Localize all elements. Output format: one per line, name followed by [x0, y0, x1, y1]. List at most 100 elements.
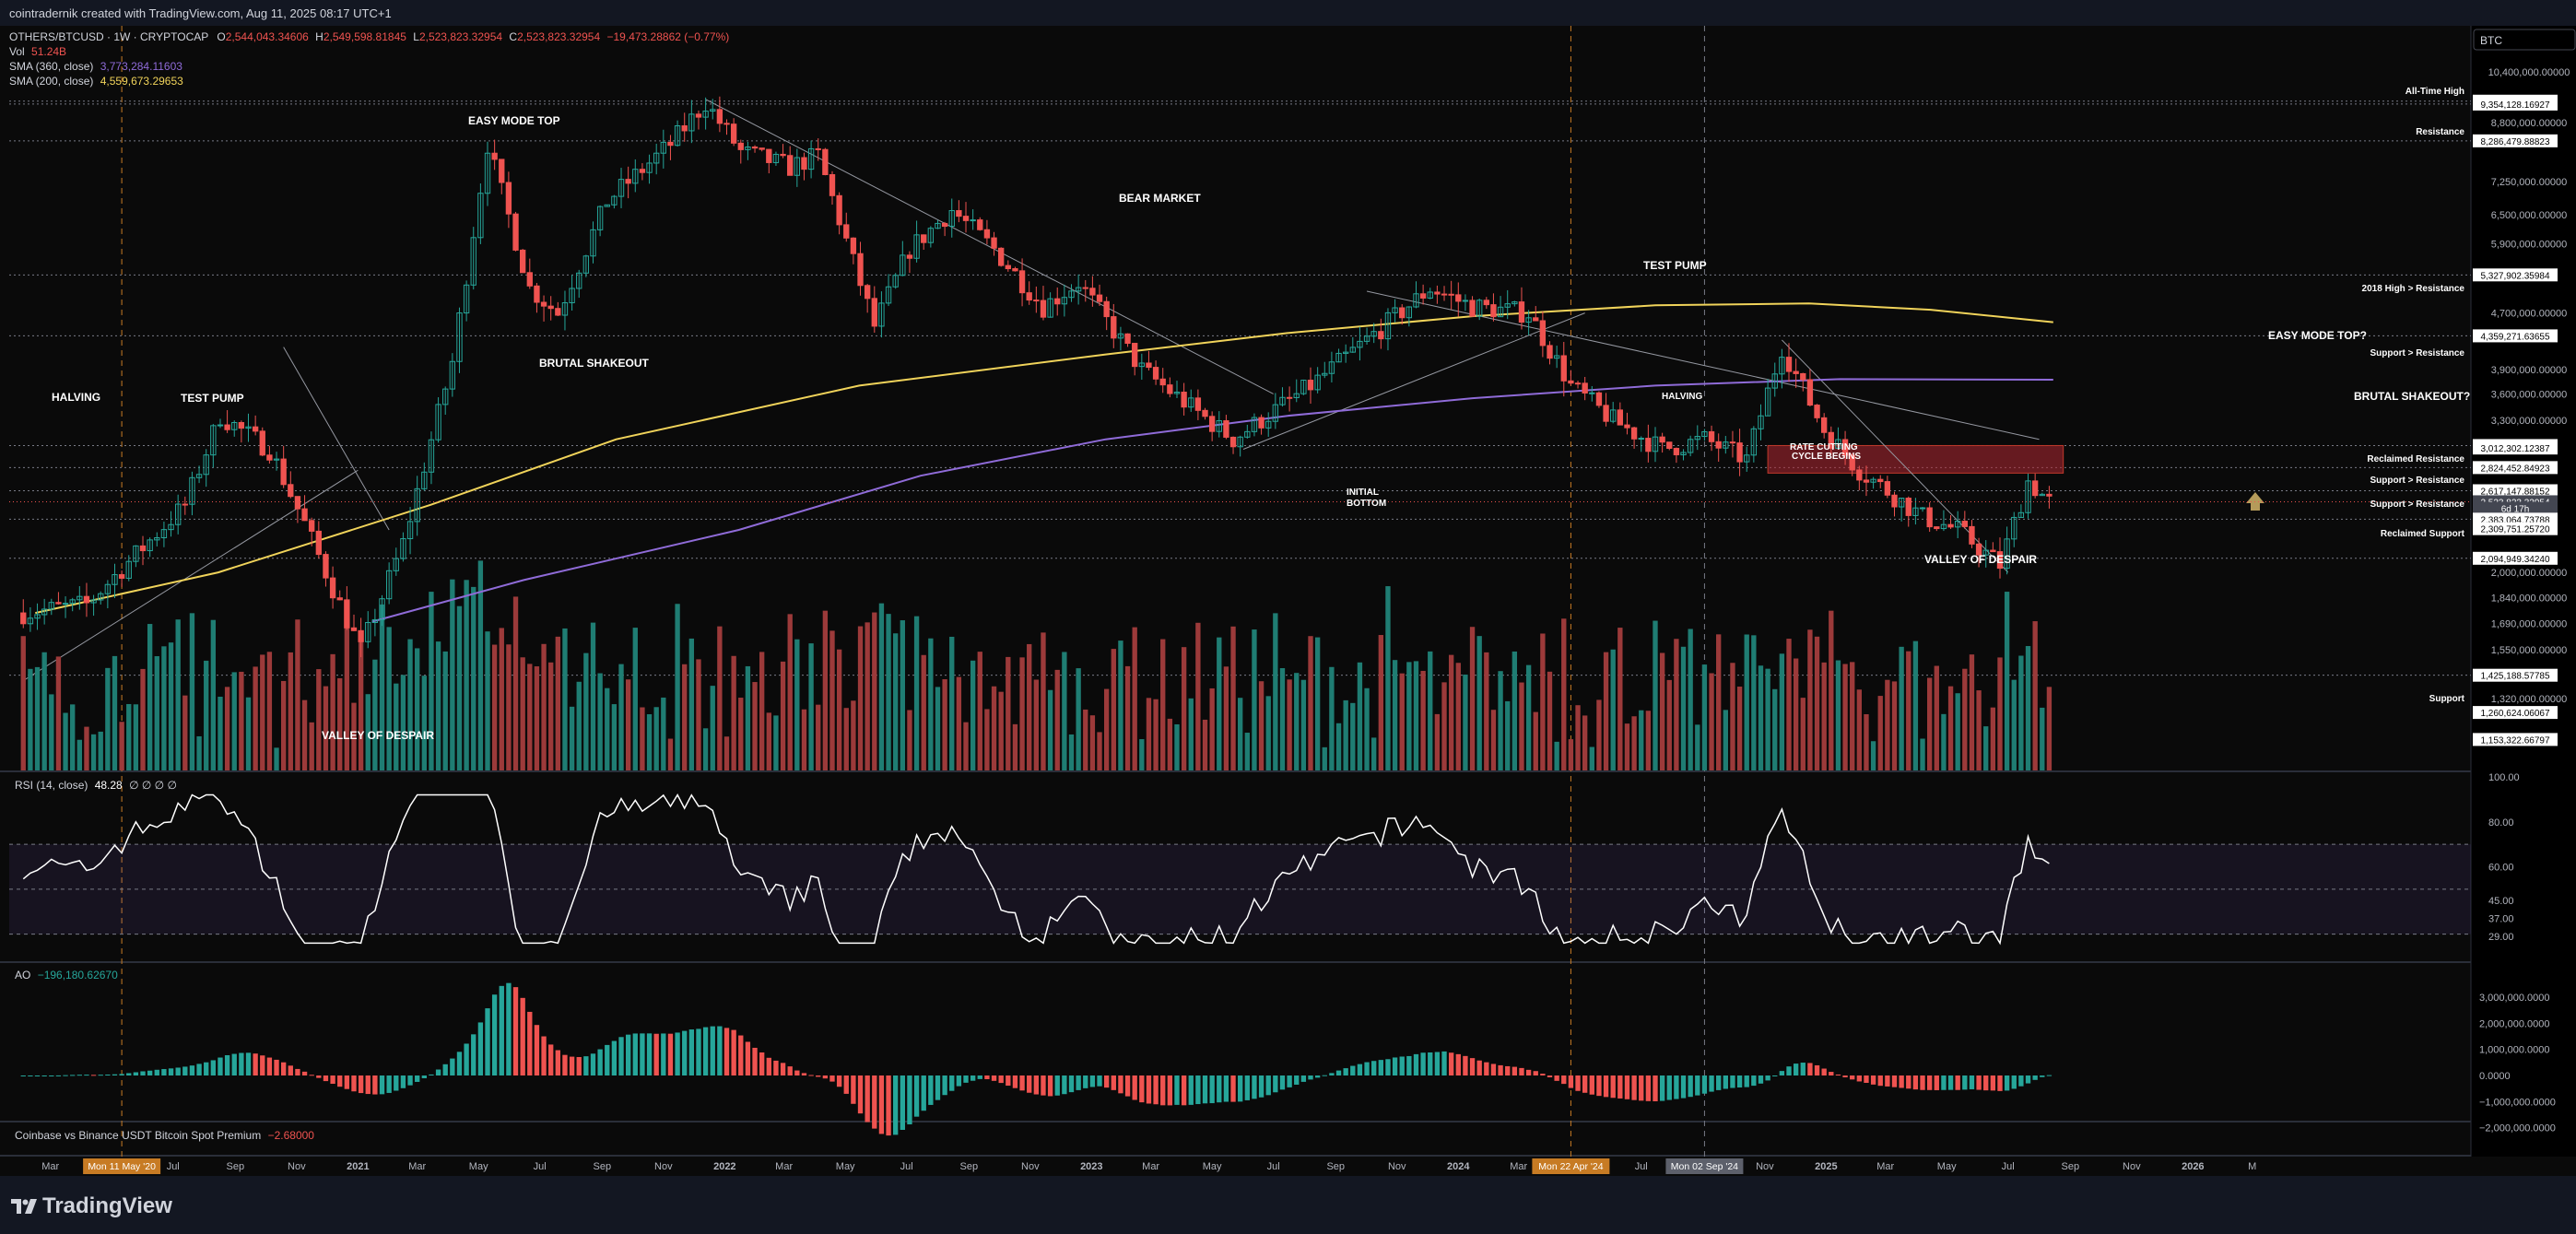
ao-bar — [1476, 1060, 1482, 1075]
tradingview-logo[interactable]: TradingView — [11, 1193, 172, 1219]
candle-body — [1146, 362, 1152, 369]
candle-body — [822, 148, 829, 175]
ao-bar — [949, 1075, 955, 1091]
candle-body — [62, 603, 69, 605]
volume-bar — [618, 664, 624, 770]
ao-bar — [464, 1043, 469, 1075]
annotation-initial-bottom-1: INITIAL — [1347, 488, 1379, 498]
volume-bar — [266, 652, 273, 770]
volume-bar — [379, 604, 385, 770]
candle-body — [309, 520, 315, 532]
ao-bar — [1041, 1075, 1046, 1096]
volume-bar — [1455, 663, 1461, 770]
volume-bar — [1230, 626, 1236, 770]
volume-bar — [55, 656, 62, 770]
ao-bar — [274, 1059, 279, 1075]
trend-line — [283, 347, 390, 531]
volume-bar — [1639, 710, 1644, 770]
ao-bar — [1181, 1075, 1187, 1106]
volume-bar — [576, 681, 582, 770]
ao-bar — [1364, 1062, 1370, 1075]
candle-body — [484, 152, 491, 194]
ao-bar — [1793, 1064, 1799, 1075]
ao-bar — [1238, 1075, 1243, 1102]
candle-body — [695, 113, 702, 118]
candle-body — [1237, 436, 1243, 448]
candle-body — [864, 285, 871, 300]
candle-body — [1835, 439, 1841, 449]
candle-body — [1539, 320, 1547, 347]
candle-body — [618, 179, 625, 197]
price-axis-background — [2471, 26, 2576, 1176]
ao-bar — [1441, 1051, 1447, 1075]
volume-bar — [935, 687, 941, 770]
volume-bar — [1476, 636, 1482, 770]
volume-bar — [1047, 689, 1053, 770]
ao-bar — [1962, 1075, 1968, 1090]
legend-change: −19,473.28862 (−0.77%) — [606, 30, 730, 43]
candle-body — [1736, 442, 1743, 463]
candle-body — [836, 194, 842, 226]
ao-bar — [1891, 1075, 1898, 1087]
legend-sma200: 4,559,673.29653 — [100, 75, 183, 88]
candle-body — [379, 598, 385, 620]
currency-box[interactable] — [2473, 29, 2576, 51]
candle-body — [1940, 523, 1947, 530]
candle-body — [1159, 378, 1166, 386]
price-tag-label: 2,094,949.34240 — [2480, 555, 2550, 565]
time-tick-label: Jul — [534, 1161, 547, 1172]
volume-bar — [646, 714, 653, 770]
candle-body — [231, 422, 238, 430]
time-tick-label: May — [1203, 1161, 1222, 1172]
price-tick-label: 3,600,000.00000 — [2491, 389, 2568, 400]
ao-bar — [1525, 1069, 1532, 1075]
volume-bar — [1097, 732, 1102, 770]
candle-body — [499, 159, 505, 183]
candle-body — [1173, 392, 1181, 394]
ao-bar — [1582, 1075, 1588, 1093]
volume-bar — [2032, 621, 2038, 770]
candle-body — [850, 237, 857, 254]
candle-body — [76, 595, 83, 601]
volume-bar — [583, 652, 589, 770]
annotation-brutal-shakeout: BRUTAL SHAKEOUT — [539, 357, 649, 370]
candle-body — [1033, 300, 1040, 302]
legend-vol: 51.24B — [31, 45, 67, 58]
ao-bar — [696, 1028, 701, 1075]
rsi-label: RSI (14, close) — [15, 779, 88, 792]
volume-bar — [1856, 689, 1863, 770]
ao-bar — [288, 1065, 293, 1075]
candle-body — [759, 147, 765, 150]
volume-bar — [499, 628, 504, 770]
ao-bar — [1111, 1075, 1116, 1090]
volume-bar — [1223, 666, 1229, 770]
volume-bar — [562, 628, 568, 770]
ao-bar — [541, 1036, 547, 1075]
volume-bar — [1350, 702, 1356, 770]
ao-bar — [1947, 1075, 1954, 1090]
ao-bar — [2032, 1075, 2038, 1080]
volume-bar — [1821, 662, 1827, 770]
candle-body — [561, 302, 569, 316]
volume-bar — [1842, 664, 1848, 770]
ao-bar — [1842, 1075, 1848, 1078]
volume-bar — [1695, 724, 1700, 770]
volume-bar — [1730, 663, 1735, 770]
ao-bar — [421, 1075, 427, 1079]
candle-body — [794, 157, 801, 176]
ao-bar — [28, 1075, 33, 1076]
ao-bar — [442, 1064, 448, 1075]
chart-canvas[interactable]: BTC 10,400,000.00000 8,800,000.00000 7,250,… — [0, 26, 2576, 1176]
candle-body — [90, 599, 97, 604]
candle-body — [1806, 379, 1814, 406]
chart-area[interactable]: BTC 10,400,000.00000 8,800,000.00000 7,250,… — [0, 26, 2576, 1176]
candle-body — [1406, 306, 1413, 319]
candle-body — [1666, 441, 1673, 449]
ao-bar — [1976, 1075, 1982, 1090]
volume-bar — [717, 626, 723, 770]
rsi-value: 48.28 — [94, 779, 123, 792]
volume-bar — [1934, 665, 1939, 770]
candle-body — [505, 182, 512, 215]
volume-bar — [745, 665, 751, 770]
legend-low-label: L — [413, 30, 419, 43]
